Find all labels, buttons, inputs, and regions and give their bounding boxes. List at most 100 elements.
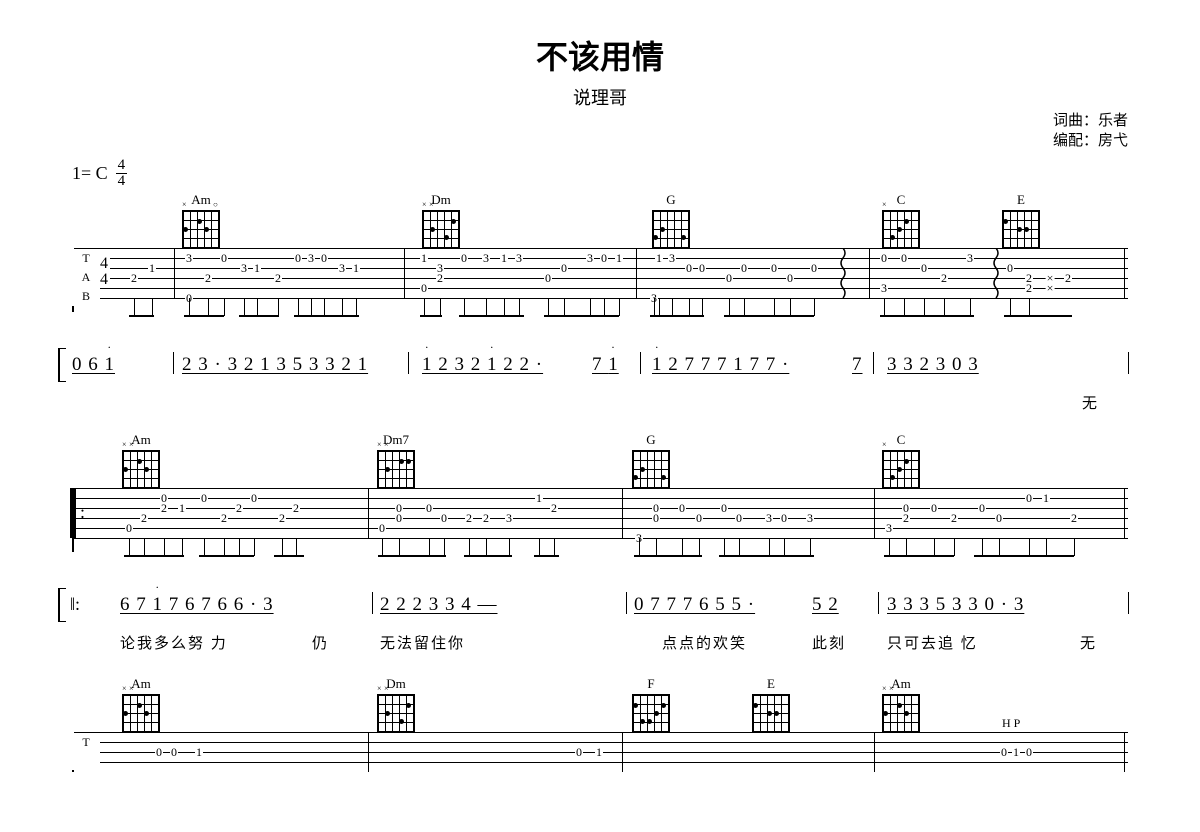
note-beam	[544, 315, 619, 317]
jianpu-barline	[878, 592, 879, 614]
fret-number: 1	[1012, 746, 1020, 758]
lyric-text: 无	[1080, 632, 1097, 653]
note-stem	[519, 298, 520, 316]
note-stem	[504, 298, 505, 316]
fret-number: 1	[178, 502, 186, 514]
fret-number: 0	[200, 492, 208, 504]
note-stem	[689, 298, 690, 316]
fret-number: 0	[780, 512, 788, 524]
note-stem	[659, 298, 660, 316]
note-stem	[1029, 538, 1030, 556]
note-stem	[889, 538, 890, 556]
note-stem	[590, 298, 591, 316]
fret-number: 0	[810, 262, 818, 274]
fret-number: 3	[668, 252, 676, 264]
fret-number: 0	[1006, 262, 1014, 274]
jianpu-repeat-start: ‖:	[70, 594, 80, 615]
fret-number: 3	[482, 252, 490, 264]
note-stem	[244, 298, 245, 316]
fret-number: 3	[885, 522, 893, 534]
note-stem	[790, 298, 791, 316]
fret-number: 0	[1025, 492, 1033, 504]
note-stem	[999, 538, 1000, 556]
note-stem	[814, 298, 815, 316]
note-stem	[469, 538, 470, 556]
fret-number: 0	[698, 262, 706, 274]
note-stem	[744, 298, 745, 316]
jianpu-bracket	[58, 348, 66, 382]
note-stem	[204, 538, 205, 556]
chord-diagram: G	[652, 192, 690, 248]
fret-number: 1	[595, 746, 603, 758]
fret-number: 2	[235, 502, 243, 514]
note-stem	[424, 298, 425, 316]
note-stem	[539, 538, 540, 556]
fret-number: 1	[148, 262, 156, 274]
fret-number: 1	[195, 746, 203, 758]
note-stem	[486, 298, 487, 316]
fret-number: 0	[395, 512, 403, 524]
barline	[1124, 248, 1125, 298]
chord-name: G	[652, 192, 690, 208]
staff-system-1: Am ×○ Dm ×× G C × E TAB 44 2130203120303…	[72, 192, 1128, 412]
note-stem	[729, 298, 730, 316]
fret-number: 2	[278, 512, 286, 524]
chord-diagram: Am ××	[122, 676, 160, 732]
note-beam	[184, 315, 224, 317]
note-stem	[509, 538, 510, 556]
note-stem	[548, 298, 549, 316]
note-beam	[459, 315, 524, 317]
jianpu-barline	[173, 352, 174, 374]
fret-number: 3	[505, 512, 513, 524]
fret-number: 2	[1025, 272, 1033, 284]
fret-number: 1	[1042, 492, 1050, 504]
fret-number: 0	[695, 512, 703, 524]
fret-number: 3	[806, 512, 814, 524]
note-stem	[486, 538, 487, 556]
fret-number: 3	[307, 252, 315, 264]
jianpu-bracket	[58, 588, 66, 622]
artist-name: 说理哥	[0, 84, 1200, 110]
chord-diagram: Am ××	[122, 432, 160, 488]
chord-diagram: Am ×○	[182, 192, 220, 248]
lyric-text: 论我多么努 力	[120, 632, 228, 653]
fret-number: 3	[966, 252, 974, 264]
note-beam	[420, 315, 442, 317]
note-beam	[239, 315, 279, 317]
fret-number: 2	[436, 272, 444, 284]
staff-system-3: Am ×× Dm ×× F E Am ×× H P T 00101010	[72, 676, 1128, 772]
note-beam	[634, 555, 702, 557]
jianpu-notation: 0 6 12 3 · 3 2 1 3 5 3 3 2 11 2 3 2 1 2 …	[72, 350, 1128, 386]
fret-number: 2	[940, 272, 948, 284]
note-beam	[378, 555, 446, 557]
chord-name: Dm	[422, 192, 460, 208]
barline	[874, 488, 875, 538]
note-stem	[296, 538, 297, 556]
time-signature: 44	[98, 256, 110, 288]
note-stem	[342, 298, 343, 316]
jianpu-segment: 3 3 2 3 0 3	[887, 354, 979, 376]
note-stem	[672, 298, 673, 316]
note-stem	[134, 298, 135, 316]
fret-number: 3	[586, 252, 594, 264]
fret-number: 0	[920, 262, 928, 274]
fret-number: 3	[185, 252, 193, 264]
chord-name: E	[752, 676, 790, 692]
chord-diagram: E	[1002, 192, 1040, 248]
chord-name: Am	[882, 676, 920, 692]
fret-number: 0	[170, 746, 178, 758]
fret-number: 0	[575, 746, 583, 758]
note-beam	[464, 555, 512, 557]
fret-number: 0	[678, 502, 686, 514]
note-stem	[656, 538, 657, 556]
fret-number: 0	[320, 252, 328, 264]
barline	[622, 732, 623, 772]
staff-system-2: Am ×× Dm7 ×× G C × 020210220220000022312…	[72, 432, 1128, 652]
note-stem	[282, 538, 283, 556]
chord-row: Am ×× Dm7 ×× G C ×	[72, 432, 1128, 488]
lyric-text: 无法留住你	[380, 632, 465, 653]
chord-name: Dm	[377, 676, 415, 692]
note-stem	[554, 538, 555, 556]
fret-number: 0	[770, 262, 778, 274]
note-stem	[1010, 298, 1011, 316]
